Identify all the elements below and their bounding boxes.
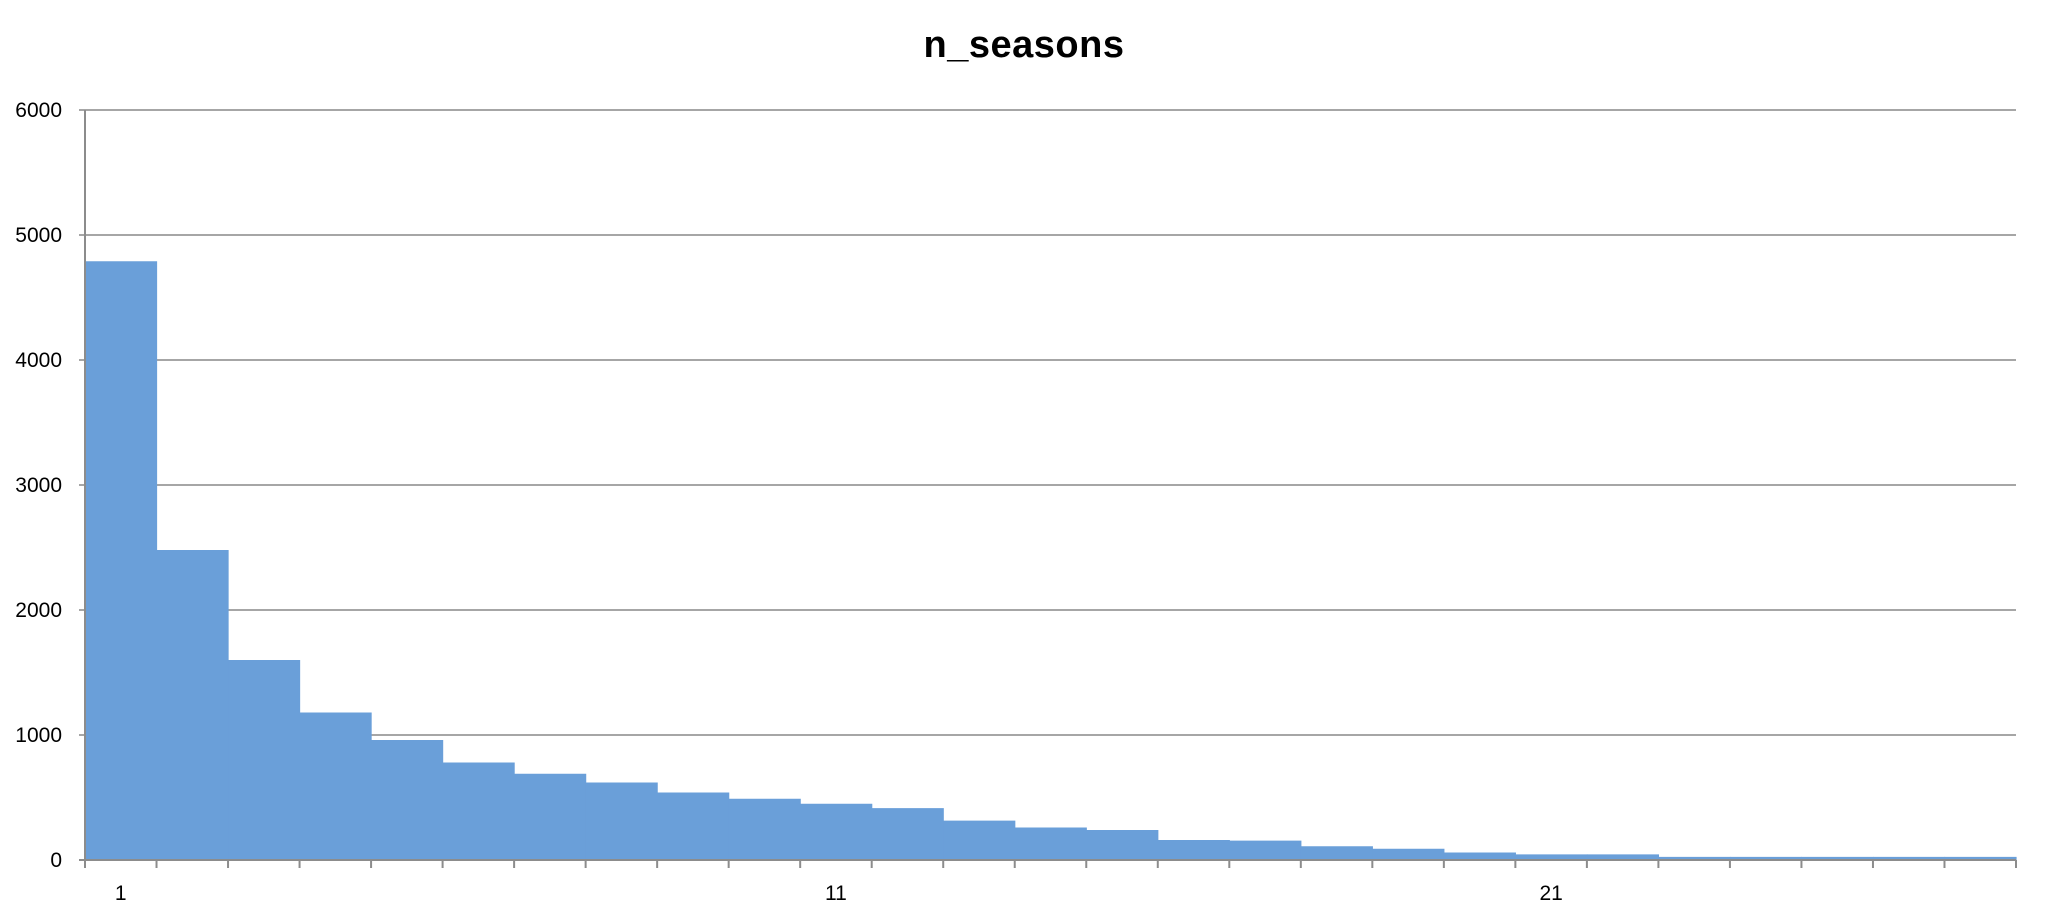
- axes: [84, 110, 2016, 861]
- y-tick-labels: 0 1000 2000 3000 4000 5000 6000: [15, 99, 62, 872]
- bar-22: [1586, 854, 1660, 860]
- bar-17: [1229, 840, 1302, 860]
- y-tick-label-1000: 1000: [15, 724, 62, 747]
- bar-27: [1944, 856, 2017, 860]
- bar-11: [800, 803, 873, 860]
- bar-4: [299, 712, 372, 860]
- bar-10: [728, 798, 801, 860]
- gridlines: [79, 109, 2016, 861]
- chart-title: n_seasons: [923, 24, 1125, 66]
- x-tick-label-1: 1: [115, 882, 127, 905]
- bar-5: [371, 740, 444, 860]
- bar-19: [1372, 848, 1445, 860]
- y-tick-label-5000: 5000: [15, 224, 62, 247]
- bar-2: [156, 550, 229, 860]
- x-tick-label-11: 11: [825, 882, 847, 905]
- bars: [85, 261, 2017, 860]
- x-tick-label-21: 21: [1539, 882, 1562, 905]
- bar-12: [871, 808, 944, 860]
- bar-16: [1157, 840, 1230, 860]
- bar-3: [228, 660, 301, 860]
- bar-21: [1515, 854, 1588, 860]
- x-ticks: [84, 860, 2017, 868]
- y-tick-label-4000: 4000: [15, 349, 62, 372]
- y-tick-label-2000: 2000: [15, 599, 62, 622]
- x-tick-labels: 1 11 21: [115, 882, 1563, 905]
- bar-24: [1729, 856, 1803, 860]
- bar-6: [442, 762, 515, 860]
- bar-7: [514, 773, 587, 860]
- bar-8: [585, 782, 658, 860]
- bar-1: [85, 261, 158, 860]
- bar-23: [1658, 856, 1731, 860]
- bar-26: [1872, 856, 1946, 860]
- y-tick-label-6000: 6000: [15, 99, 62, 122]
- y-tick-label-3000: 3000: [15, 474, 62, 497]
- bar-15: [1086, 830, 1159, 860]
- y-tick-label-0: 0: [50, 849, 62, 872]
- bar-20: [1443, 852, 1516, 860]
- bar-25: [1801, 856, 1874, 860]
- bar-9: [657, 792, 730, 860]
- bar-13: [943, 820, 1016, 860]
- bar-14: [1014, 827, 1087, 860]
- bar-18: [1300, 846, 1373, 860]
